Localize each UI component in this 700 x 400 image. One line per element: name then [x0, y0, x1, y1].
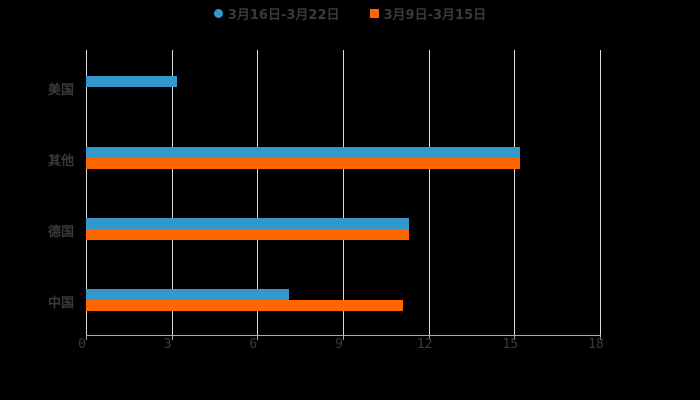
- x-tick-label: 3: [163, 337, 172, 352]
- bar-series2[interactable]: [86, 229, 409, 241]
- x-tick: [514, 335, 516, 340]
- category-label: 美国: [48, 82, 75, 98]
- category-label: 其他: [48, 153, 75, 169]
- gridline: [171, 50, 173, 335]
- gridline: [86, 50, 87, 335]
- category-label: 中国: [48, 296, 75, 312]
- category-label: 德国: [48, 225, 75, 241]
- x-tick: [600, 335, 601, 340]
- x-tick-label: 6: [249, 337, 258, 352]
- legend-label-series1: 3月16日-3月22日: [227, 7, 340, 23]
- x-tick: [343, 335, 344, 340]
- legend-item-series1[interactable]: 3月16日-3月22日: [213, 4, 340, 23]
- bar-series2[interactable]: [86, 157, 521, 169]
- gridline: [514, 50, 516, 335]
- x-tick-label: 15: [502, 337, 519, 352]
- gridline: [343, 50, 344, 335]
- bar-series1[interactable]: [86, 289, 289, 301]
- x-tick-label: 9: [335, 337, 343, 352]
- bar-series1[interactable]: [86, 218, 409, 230]
- x-tick-label: 0: [78, 337, 86, 352]
- gridline: [600, 50, 601, 335]
- x-tick: [86, 335, 87, 340]
- plot-area: [86, 50, 601, 335]
- legend-label-series2: 3月9日-3月15日: [383, 7, 487, 23]
- bar-series1[interactable]: [86, 75, 178, 87]
- chart-legend: 3月16日-3月22日 3月9日-3月15日: [0, 4, 700, 23]
- x-axis: [86, 335, 600, 336]
- bar-series1[interactable]: [86, 146, 521, 158]
- gridline: [257, 50, 259, 335]
- series1-marker-icon: [213, 8, 223, 18]
- x-tick-label: 18: [588, 337, 604, 352]
- gridline: [428, 50, 430, 335]
- x-tick: [257, 335, 259, 340]
- bar-series2[interactable]: [86, 300, 403, 312]
- x-tick-label: 12: [416, 337, 433, 352]
- series2-marker-icon: [369, 8, 379, 18]
- x-tick: [171, 335, 173, 340]
- x-tick: [428, 335, 430, 340]
- legend-item-series2[interactable]: 3月9日-3月15日: [369, 4, 487, 23]
